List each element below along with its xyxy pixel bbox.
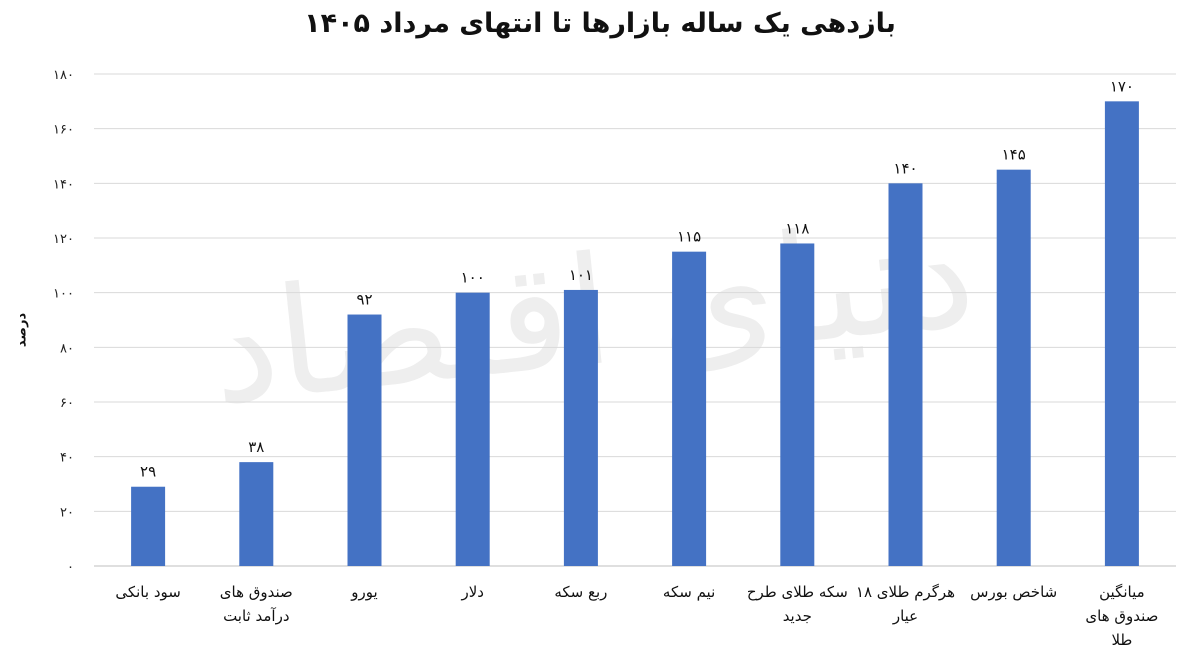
x-tick-label: صندوق های xyxy=(220,583,293,601)
bar xyxy=(996,169,1031,566)
data-label: ۱۰۱ xyxy=(569,266,593,284)
x-tick-label: میانگین xyxy=(1099,583,1145,601)
data-label: ۲۹ xyxy=(140,463,156,481)
x-tick-label: نیم سکه xyxy=(663,583,715,601)
gridlines xyxy=(94,73,1176,567)
x-tick-label: سود بانکی xyxy=(115,583,180,601)
x-tick-label: ربع سکه xyxy=(554,583,607,601)
x-tick-label: دلار xyxy=(460,583,483,601)
data-label: ۱۰۰ xyxy=(461,269,485,287)
data-label: ۱۱۸ xyxy=(785,219,809,237)
bar xyxy=(672,251,707,566)
x-tick-label: جدید xyxy=(783,607,812,625)
data-label: ۱۱۵ xyxy=(677,228,701,246)
data-label: ۹۲ xyxy=(356,291,372,309)
bar xyxy=(131,486,166,566)
data-label: ۱۴۰ xyxy=(893,159,917,177)
data-label: ۱۴۵ xyxy=(1002,146,1026,164)
x-tick-label: یورو xyxy=(350,583,377,601)
y-tick-label: ۱۶۰ xyxy=(53,123,74,138)
x-tick-label: صندوق های xyxy=(1085,607,1158,625)
x-tick-label: درآمد ثابت xyxy=(223,607,289,625)
y-tick-label: ۱۴۰ xyxy=(53,177,74,192)
y-tick-label: ۶۰ xyxy=(60,396,74,411)
x-tick-label: شاخص بورس xyxy=(970,583,1057,601)
data-labels: ۲۹ ۳۸ ۹۲ ۱۰۰ ۱۰۱ ۱۱۵ ۱۱۸ ۱۴۰ ۱۴۵ ۱۷۰ xyxy=(140,77,1134,480)
bar xyxy=(455,292,490,566)
bar xyxy=(239,462,274,566)
x-tick-label: سکه طلای طرح xyxy=(747,583,848,601)
x-tick-label: طلا xyxy=(1111,631,1132,649)
bar xyxy=(563,289,598,566)
bar xyxy=(1104,101,1139,566)
y-tick-label: ۱۸۰ xyxy=(53,68,74,83)
data-label: ۱۷۰ xyxy=(1110,77,1134,95)
y-tick-label: ۴۰ xyxy=(60,451,74,466)
bars xyxy=(131,101,1139,567)
y-tick-label: ۲۰ xyxy=(60,505,74,520)
bar xyxy=(780,243,815,566)
x-tick-label: هرگرم طلای ۱۸ xyxy=(856,583,955,601)
x-tick-labels: سود بانکی صندوق های درآمد ثابت یورو دلار ربع … xyxy=(115,583,1158,649)
bar xyxy=(347,314,382,566)
y-tick-label: ۸۰ xyxy=(60,341,74,356)
y-tick-label: ۰ xyxy=(67,560,74,575)
bar xyxy=(888,183,923,567)
y-tick-label: ۱۰۰ xyxy=(53,287,74,302)
x-tick-label: عیار xyxy=(892,607,918,625)
data-label: ۳۸ xyxy=(248,438,264,456)
y-tick-label: ۱۲۰ xyxy=(53,232,74,247)
y-tick-labels: ۰ ۲۰ ۴۰ ۶۰ ۸۰ ۱۰۰ ۱۲۰ ۱۴۰ ۱۶۰ ۱۸۰ xyxy=(53,68,74,575)
chart-title: بازدهی یک ساله بازارها تا انتهای مرداد ۱… xyxy=(304,8,896,39)
